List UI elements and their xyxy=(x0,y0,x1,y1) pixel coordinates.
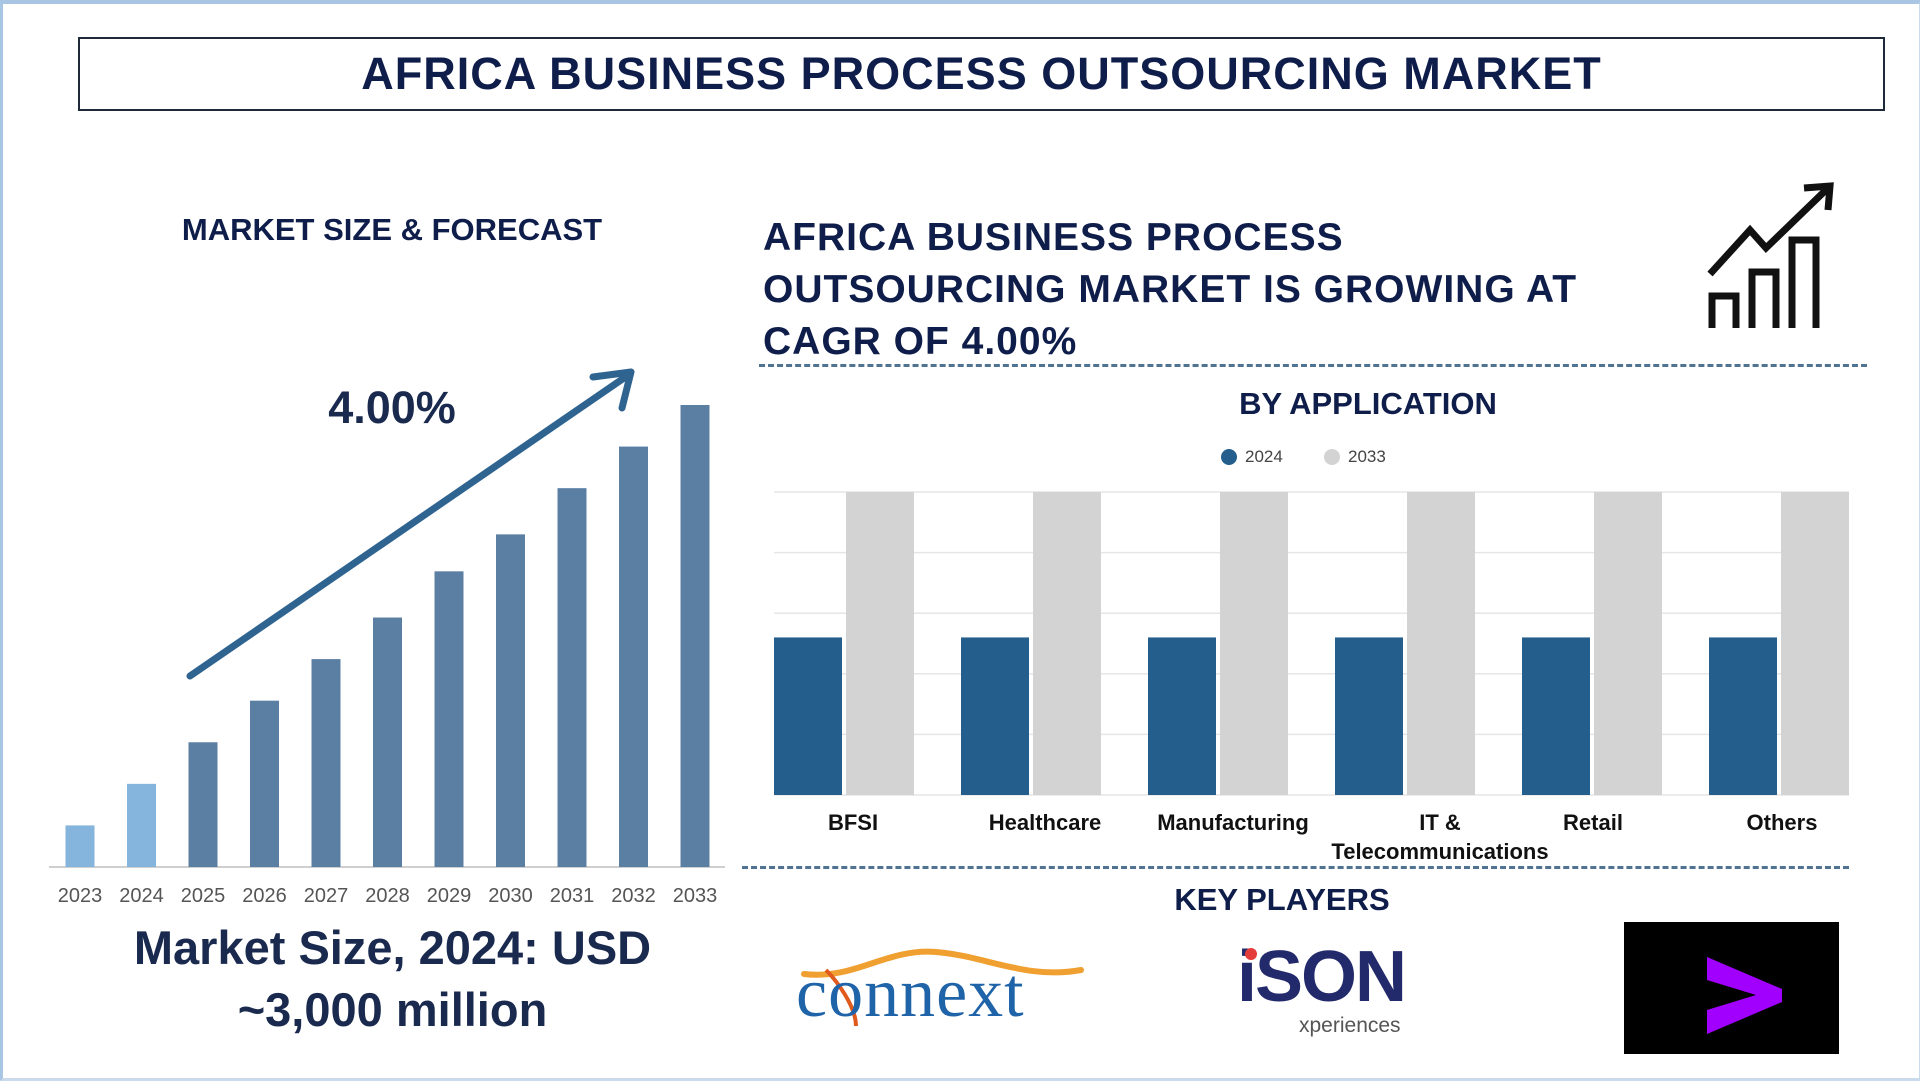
market-size-bars xyxy=(65,405,710,867)
legend-item-2024[interactable]: 2024 xyxy=(1221,447,1283,467)
application-section-title: BY APPLICATION xyxy=(1239,386,1497,421)
cagr-label: 4.00% xyxy=(328,382,456,433)
key-players-title: KEY PLAYERS xyxy=(1174,882,1390,917)
year-label: 2027 xyxy=(303,885,349,907)
category-label: Others xyxy=(1747,808,1818,837)
gridlines xyxy=(774,491,1849,796)
legend-swatch-2033 xyxy=(1324,449,1340,465)
ison-subtitle: xperiences xyxy=(1299,1014,1401,1037)
category-label: Manufacturing xyxy=(1157,808,1309,837)
connext-wordmark: connext xyxy=(796,955,1025,1032)
market-size-chart xyxy=(49,368,725,868)
category-label: Healthcare xyxy=(989,808,1102,837)
connext-logo: connext xyxy=(796,940,1086,1032)
bar-2033-bfsi xyxy=(846,492,914,795)
bar-chart-trend-up-icon xyxy=(1707,182,1834,328)
category-label: IT & Telecommunications xyxy=(1331,808,1548,866)
cagr-headline: AFRICA BUSINESS PROCESS OUTSOURCING MARK… xyxy=(763,212,1577,368)
category-label-line: Retail xyxy=(1563,810,1623,835)
category-label: BFSI xyxy=(828,808,878,837)
year-label: 2029 xyxy=(426,885,472,907)
bar-2024-it-telecommunications xyxy=(1335,637,1403,795)
category-label: Retail xyxy=(1563,808,1623,837)
application-bars xyxy=(774,492,1849,795)
bar-2028 xyxy=(373,617,402,867)
bar-2025 xyxy=(188,742,218,867)
headline-line: OUTSOURCING MARKET IS GROWING AT xyxy=(763,268,1578,311)
bar-2024-bfsi xyxy=(774,637,842,795)
legend-swatch-2024 xyxy=(1221,449,1237,465)
legend-item-2033[interactable]: 2033 xyxy=(1324,447,1386,467)
bar-2033-retail xyxy=(1594,492,1662,795)
page-title: AFRICA BUSINESS PROCESS OUTSOURCING MARK… xyxy=(78,37,1885,111)
bar-2027 xyxy=(311,659,341,867)
headline-line: CAGR OF 4.00% xyxy=(763,320,1078,363)
bar-2030 xyxy=(496,534,525,867)
year-label: 2033 xyxy=(672,885,718,907)
year-label: 2024 xyxy=(119,885,164,907)
bar-2032 xyxy=(619,446,648,867)
year-label: 2026 xyxy=(242,885,287,907)
market-size-section-title: MARKET SIZE & FORECAST xyxy=(181,212,603,247)
bar-2033 xyxy=(680,405,710,867)
year-label: 2032 xyxy=(611,885,656,907)
bar-2031 xyxy=(557,488,587,867)
application-chart xyxy=(774,491,1849,796)
market-size-line-2: ~3,000 million xyxy=(237,983,548,1036)
bar-2029 xyxy=(434,571,464,867)
bar-2033-others xyxy=(1781,492,1849,795)
category-label-line: Others xyxy=(1746,810,1818,835)
bar-2033-manufacturing xyxy=(1220,492,1288,795)
bar-2024-healthcare xyxy=(961,637,1029,795)
year-label: 2030 xyxy=(488,885,533,907)
year-label: 2028 xyxy=(365,885,410,907)
accenture-chevron-icon xyxy=(1707,957,1782,1034)
bar-2024 xyxy=(127,783,156,867)
year-label: 2031 xyxy=(549,885,595,907)
growth-arrow xyxy=(186,368,635,680)
section-divider xyxy=(759,364,1867,367)
ison-experiences-logo: iSON xperiences xyxy=(1237,937,1437,1046)
bar-2024-retail xyxy=(1522,637,1590,795)
legend-label: 2024 xyxy=(1245,447,1283,466)
bar-2033-healthcare xyxy=(1033,492,1101,795)
bar-2026 xyxy=(250,700,279,867)
market-size-line-1: Market Size, 2024: USD xyxy=(133,921,652,974)
accenture-logo xyxy=(1624,922,1839,1054)
section-divider xyxy=(742,866,1849,869)
legend-label: 2033 xyxy=(1348,447,1386,466)
category-label-line: IT & xyxy=(1419,810,1461,835)
bar-2023 xyxy=(65,825,95,867)
headline-line: AFRICA BUSINESS PROCESS xyxy=(763,216,1344,259)
bar-2024-others xyxy=(1709,637,1777,795)
category-label-line: BFSI xyxy=(827,810,879,835)
ison-wordmark: iSON xyxy=(1237,937,1407,1017)
category-label-line: Healthcare xyxy=(988,810,1102,835)
bar-2033-it-telecommunications xyxy=(1407,492,1475,795)
bar-2024-manufacturing xyxy=(1148,637,1216,795)
year-label: 2025 xyxy=(180,885,226,907)
category-label-line: Telecommunications xyxy=(1331,839,1549,864)
year-label: 2023 xyxy=(57,885,103,907)
category-label-line: Manufacturing xyxy=(1157,810,1309,835)
ison-red-dot xyxy=(1245,948,1257,960)
